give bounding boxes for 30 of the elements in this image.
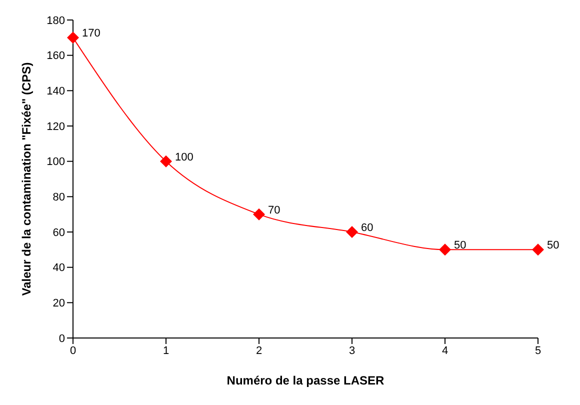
y-tick-label: 140 bbox=[46, 86, 65, 98]
x-tick-label: 5 bbox=[534, 344, 542, 357]
y-tick-label: 160 bbox=[46, 50, 65, 62]
x-tick-label: 0 bbox=[70, 344, 76, 357]
data-label: 50 bbox=[454, 240, 466, 252]
x-axis-title: Numéro de la passe LASER bbox=[226, 374, 385, 388]
data-label: 60 bbox=[361, 222, 374, 234]
y-tick-label: 20 bbox=[52, 298, 65, 310]
x-tick-label: 1 bbox=[162, 344, 170, 357]
y-tick-label: 120 bbox=[46, 120, 65, 133]
y-tick-label: 180 bbox=[46, 14, 65, 27]
point bbox=[67, 32, 79, 44]
data-label: 70 bbox=[268, 204, 280, 216]
y-tick-label: 60 bbox=[52, 226, 65, 239]
x-tick-label: 4 bbox=[442, 344, 448, 357]
x-tick-label: 2 bbox=[256, 344, 262, 357]
y-tick-label: 40 bbox=[52, 262, 65, 274]
data-label: 50 bbox=[547, 240, 560, 252]
y-tick-label: 100 bbox=[46, 156, 65, 168]
y-tick-label: 80 bbox=[52, 192, 65, 204]
data-label: 100 bbox=[175, 151, 194, 164]
point bbox=[253, 208, 265, 220]
y-axis-title: Valeur de la contamination "Fixée" (CPS) bbox=[19, 62, 34, 296]
y-tick-label: 0 bbox=[58, 332, 65, 345]
point bbox=[346, 226, 358, 238]
point bbox=[532, 244, 544, 256]
point bbox=[160, 155, 172, 168]
x-tick-label: 3 bbox=[348, 344, 356, 357]
data-label: 170 bbox=[82, 28, 100, 40]
point bbox=[439, 244, 451, 256]
